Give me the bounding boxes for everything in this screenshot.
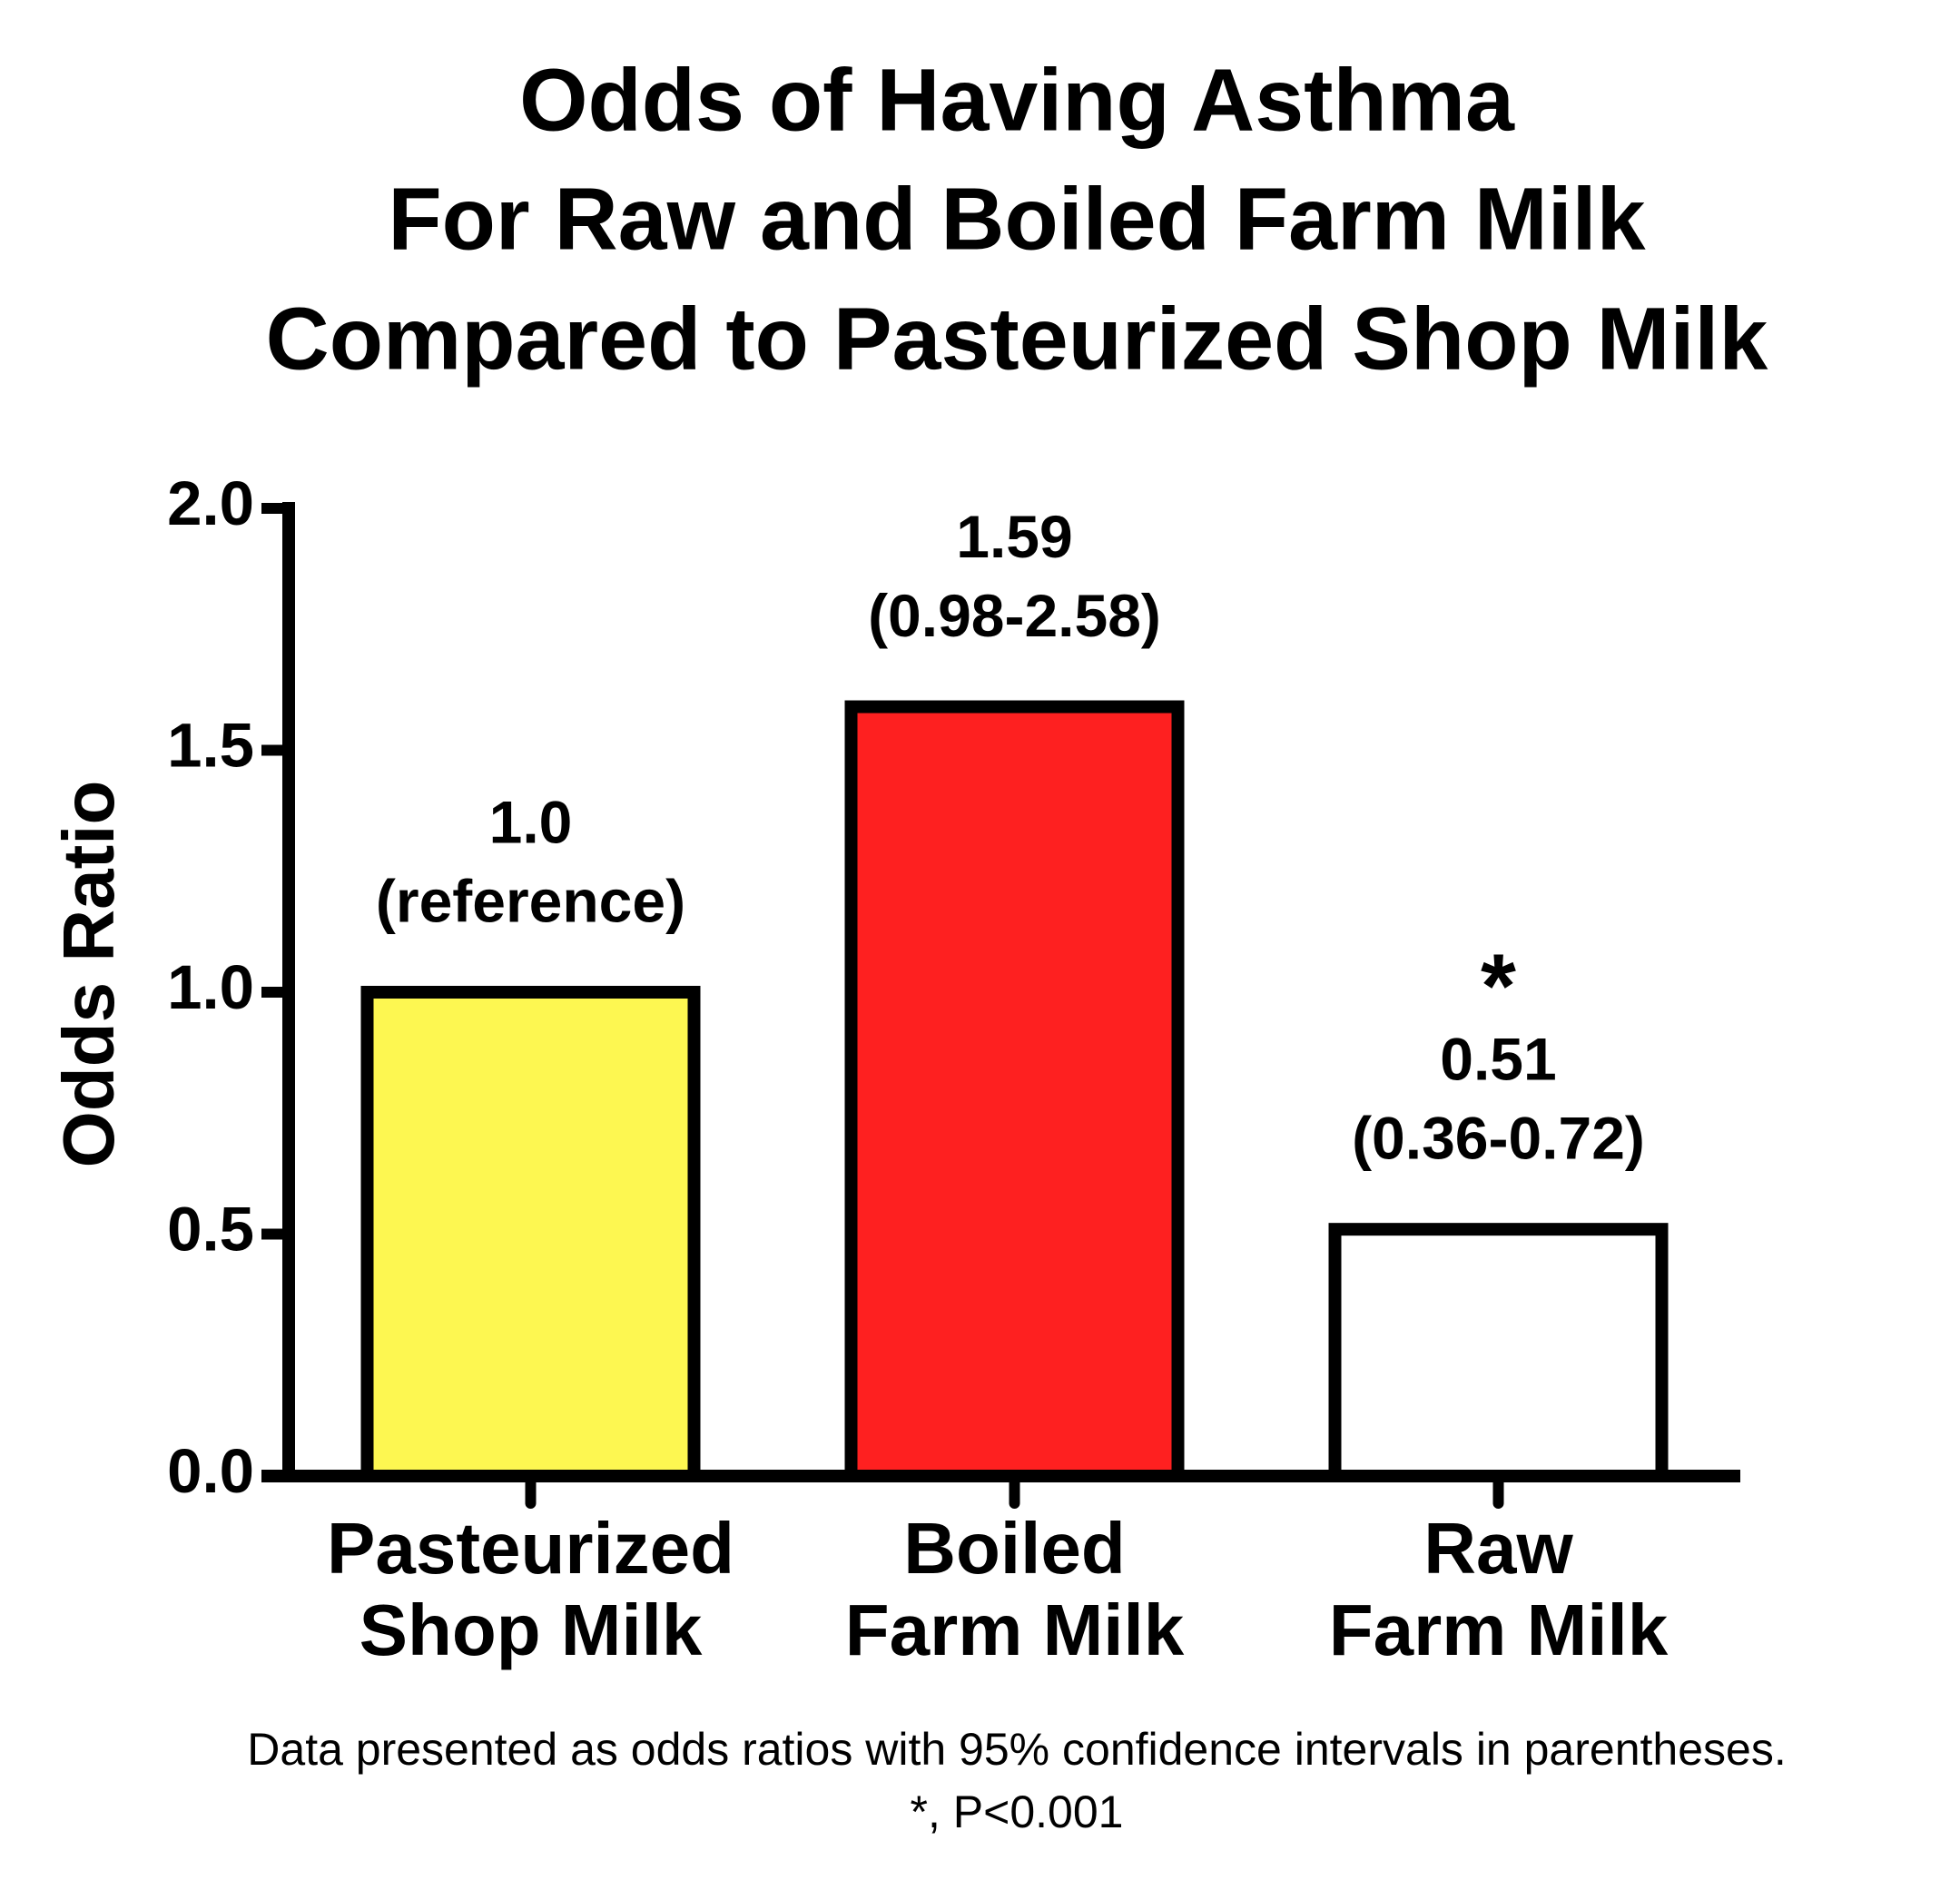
y-tick-label: 1.0 [167, 952, 254, 1022]
footnote: Data presented as odds ratios with 95% c… [247, 1724, 1786, 1775]
bar [1328, 1223, 1669, 1483]
value-label: 1.59 [956, 503, 1072, 570]
chart-title: Compared to Pasteurized Shop Milk [266, 290, 1769, 389]
x-tick-label: Shop Milk [359, 1590, 703, 1670]
y-axis-label: Odds Ratio [48, 781, 129, 1168]
x-tick-label: Farm Milk [845, 1590, 1185, 1670]
value-label: 1.0 [489, 788, 573, 855]
value-label: (0.98-2.58) [868, 582, 1161, 649]
y-tick-label: 0.5 [167, 1195, 254, 1265]
bar [844, 700, 1185, 1482]
value-label: (reference) [376, 867, 685, 934]
footnote: *, P<0.001 [911, 1786, 1124, 1837]
x-tick-label: Raw [1423, 1508, 1573, 1589]
chart-title: For Raw and Boiled Farm Milk [388, 170, 1646, 269]
x-tick-label: Farm Milk [1329, 1590, 1669, 1670]
chart-title: Odds of Having Asthma [519, 51, 1515, 150]
y-tick-label: 0.0 [167, 1436, 254, 1506]
y-tick-label: 2.0 [167, 468, 254, 538]
y-tick-label: 1.5 [167, 711, 254, 781]
bar [360, 986, 701, 1482]
x-tick-label: Boiled [903, 1508, 1125, 1589]
value-label: 0.51 [1440, 1026, 1556, 1093]
significance-mark: * [1481, 936, 1516, 1038]
value-label: (0.36-0.72) [1352, 1105, 1645, 1172]
x-tick-label: Pasteurized [327, 1508, 734, 1589]
